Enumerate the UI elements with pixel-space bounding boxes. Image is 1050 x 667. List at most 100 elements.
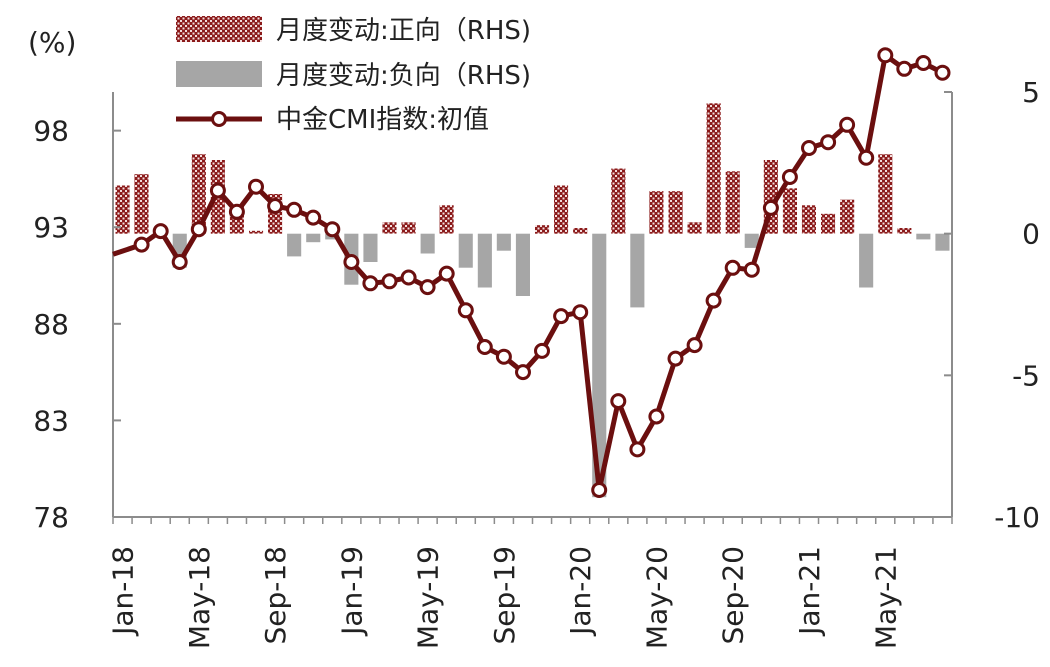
bar-positive xyxy=(687,222,702,234)
cmi-point xyxy=(705,292,722,309)
bar-negative xyxy=(592,233,607,498)
left-tick-label: 88 xyxy=(33,308,69,341)
legend-swatch-positive xyxy=(176,16,262,42)
cmi-point xyxy=(858,149,875,166)
cmi-point xyxy=(324,221,341,238)
bar-positive xyxy=(725,171,740,234)
legend-swatch-negative xyxy=(176,61,262,87)
cmi-point xyxy=(896,60,913,77)
cmi-point xyxy=(209,182,226,199)
bar-negative xyxy=(420,233,435,254)
x-tick-label: Jan-19 xyxy=(335,546,368,637)
bar-positive xyxy=(649,191,664,234)
bar-positive xyxy=(782,188,797,234)
legend-swatch-marker xyxy=(211,111,227,127)
bar-positive xyxy=(878,154,893,234)
bar-positive xyxy=(821,213,836,234)
cmi-point xyxy=(476,339,493,355)
cmi-point xyxy=(419,279,436,296)
cmi-point xyxy=(553,308,570,325)
x-tick-label: Sep-18 xyxy=(259,546,292,645)
bar-negative xyxy=(496,233,511,251)
cmi-point xyxy=(743,261,760,278)
cmi-point xyxy=(457,302,474,319)
right-tick-label: -10 xyxy=(994,501,1040,534)
legend-label-negative: 月度变动:负向（RHS) xyxy=(276,61,531,91)
bar-positive xyxy=(840,199,855,234)
bar-positive xyxy=(611,168,626,234)
line-layer xyxy=(112,47,951,498)
cmi-point xyxy=(267,198,284,214)
cmi-point xyxy=(133,236,150,253)
cmi-point xyxy=(438,265,455,282)
bar-positive xyxy=(535,225,550,234)
legend-label-line: 中金CMI指数:初值 xyxy=(276,105,489,135)
cmi-point xyxy=(515,364,531,381)
x-tick-label: May-20 xyxy=(640,546,673,649)
bar-positive xyxy=(554,185,569,234)
bar-negative xyxy=(287,233,302,257)
x-tick-label: May-18 xyxy=(183,546,216,649)
bar-positive xyxy=(401,222,416,234)
cmi-point xyxy=(305,209,322,226)
cmi-point xyxy=(343,254,360,270)
cmi-point xyxy=(686,337,703,354)
bar-positive xyxy=(801,205,816,234)
bar-positive xyxy=(191,154,206,234)
cmi-point xyxy=(915,55,932,71)
bar-negative xyxy=(859,233,874,288)
cmi-point xyxy=(572,304,589,321)
cmi-point xyxy=(667,350,684,367)
cmi-point xyxy=(286,201,303,218)
cmi-point xyxy=(362,275,379,292)
cmi-point xyxy=(190,221,207,238)
cmi-point xyxy=(629,441,646,458)
bar-negative xyxy=(306,233,321,243)
cmi-point xyxy=(381,273,398,290)
bar-positive xyxy=(249,230,264,234)
cmi-point xyxy=(724,259,741,276)
bar-positive xyxy=(706,103,721,234)
legend-label-positive: 月度变动:正向（RHS) xyxy=(276,16,531,46)
axes-layer: 78 83 88 93 98 -10 -5 0 5 Jan-18 May-18 Sep-18 Jan-1… xyxy=(33,76,1040,649)
cmi-point xyxy=(248,178,264,195)
cmi-point xyxy=(934,64,951,81)
bar-negative xyxy=(935,233,950,251)
bar-negative xyxy=(477,233,492,288)
bar-positive xyxy=(573,228,588,234)
x-tick-label: Sep-20 xyxy=(717,546,750,645)
cmi-point xyxy=(171,254,188,270)
right-tick-label: 5 xyxy=(1022,76,1040,109)
x-tick-label: May-19 xyxy=(412,546,445,649)
bar-negative xyxy=(744,233,759,248)
bars-layer xyxy=(115,103,950,498)
bar-negative xyxy=(916,233,931,240)
x-tick-label: Sep-19 xyxy=(488,546,521,645)
cmi-point xyxy=(839,116,856,133)
cmi-point xyxy=(781,169,798,185)
cmi-point xyxy=(534,342,550,359)
left-axis-unit-label: (%) xyxy=(28,26,76,59)
cmi-point xyxy=(228,203,245,220)
bar-positive xyxy=(439,205,454,234)
right-tick-label: -5 xyxy=(1012,359,1040,392)
cmi-point xyxy=(877,47,894,64)
cmi-point xyxy=(400,269,417,286)
bar-negative xyxy=(363,233,378,262)
cmi-point xyxy=(591,482,608,498)
cmi-point xyxy=(762,199,779,216)
cmi-point xyxy=(820,134,837,151)
left-tick-label: 78 xyxy=(33,501,69,534)
bar-negative xyxy=(515,233,530,296)
left-tick-label: 93 xyxy=(33,211,69,244)
bar-positive xyxy=(382,222,397,234)
legend: 月度变动:正向（RHS) 月度变动:负向（RHS) 中金CMI指数:初值 xyxy=(176,16,531,135)
bar-negative xyxy=(630,233,645,308)
left-tick-label: 83 xyxy=(33,404,69,437)
x-tick-label: Jan-18 xyxy=(107,546,140,637)
right-tick-label: 0 xyxy=(1022,218,1040,251)
bar-negative xyxy=(458,233,473,268)
bar-positive xyxy=(115,185,130,234)
cmi-point xyxy=(152,223,169,240)
